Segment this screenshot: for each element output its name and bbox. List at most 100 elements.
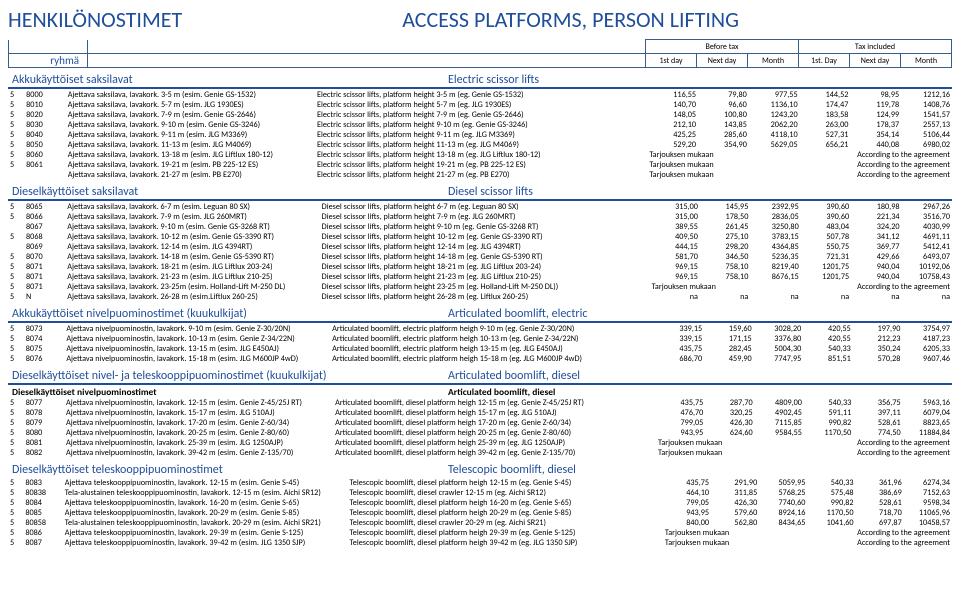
cell-desc-fi: Ajettava saksilava, lavakork. 21-23 m (e… (65, 272, 319, 282)
cell-desc-fi: Ajettava saksilava, lavakork. 11-13 m (e… (66, 140, 315, 150)
cell-code: N (24, 292, 65, 302)
cell-price: 420,55 (803, 324, 853, 334)
cell-price: 426,30 (705, 418, 754, 428)
subsection-fi: Dieselkäyttöiset nivelpuominostimet (8, 386, 448, 398)
tax-included-label: Tax included (799, 40, 952, 54)
cell-price: 124,99 (850, 110, 901, 120)
cell-code: 8087 (23, 538, 62, 548)
table-row: 58068Ajettava saksilava, lavakork. 10-12… (8, 232, 952, 242)
cell-price: 943,95 (656, 428, 705, 438)
cell-desc-en: Diesel scissor lifts, platform height 7-… (320, 212, 650, 222)
table-row: 58076Ajettava nivelpuominostin, lavakork… (8, 354, 952, 364)
cell-desc-en: Articulated boomlift, electric platform … (330, 344, 654, 354)
cell-price: 969,15 (650, 262, 700, 272)
cell-desc-en: Electric scissor lifts, platform height … (315, 120, 647, 130)
cell-price: 79,80 (698, 90, 749, 100)
cell-price: 1541,57 (901, 110, 952, 120)
cell-price: 8924,16 (759, 508, 807, 518)
cell-price: 758,10 (700, 272, 750, 282)
cell-group: 5 (8, 334, 24, 344)
cell-group: 5 (8, 202, 24, 212)
cell-price: 1201,75 (801, 262, 851, 272)
cell-price: 2062,20 (749, 120, 800, 130)
cell-price: 339,15 (655, 334, 705, 344)
cell-price: 1170,50 (807, 508, 855, 518)
table-row: 58066Ajettava saksilava, lavakork. 7-9 m… (8, 212, 952, 222)
cell-price: 350,24 (853, 344, 903, 354)
cell-desc-en: Electric scissor lifts, platform height … (315, 150, 647, 160)
cell-price: 5412,41 (902, 242, 952, 252)
cell-group: 5 (8, 498, 23, 508)
cell-desc-fi: Ajettava nivelpuominostin, lavakork. 9-1… (64, 324, 330, 334)
cell-price: 6274,34 (904, 478, 952, 488)
cell-group: 5 (8, 518, 23, 528)
cell-price: 2967,26 (902, 202, 952, 212)
data-table: 58000Ajettava saksilava, lavakork. 3-5 m… (8, 90, 952, 180)
cell-code: 8069 (24, 242, 65, 252)
cell-desc-fi: Ajettava teleskooppipuominostin, lavakor… (63, 478, 348, 488)
cell-price: 8434,65 (759, 518, 807, 528)
cell-price: 261,45 (700, 222, 750, 232)
table-row: 8069Ajettava saksilava, lavakork. 12-14 … (8, 242, 952, 252)
cell-price: 6205,33 (902, 344, 952, 354)
cell-price: 579,60 (711, 508, 759, 518)
cell-desc-en: Electric scissor lifts, platform height … (315, 100, 647, 110)
cell-desc-fi: Ajettava saksilava, lavakork. 7-9 m (esi… (65, 212, 319, 222)
cell-group: 5 (8, 282, 24, 292)
table-row: 58030Ajettava saksilava, lavakork. 9-10 … (8, 120, 952, 130)
title-fi: HENKILÖNOSTIMET (8, 6, 182, 33)
cell-price: na (801, 292, 851, 302)
cell-desc-fi: Ajettava nivelpuominostin, lavakork. 15-… (64, 354, 330, 364)
cell-price: 409,50 (650, 232, 700, 242)
cell-code: 8000 (24, 90, 66, 100)
cell-price: 361,96 (856, 478, 904, 488)
cell-code: 8060 (24, 150, 66, 160)
cell-group: 5 (8, 344, 24, 354)
cell-desc-en: Telescopic boomlift, diesel platform hei… (348, 508, 663, 518)
cell-group: 5 (8, 272, 24, 282)
cell-price: 8823,65 (903, 418, 952, 428)
cell-price: 528,61 (856, 498, 904, 508)
cell-group: 5 (8, 140, 24, 150)
table-row: 8067Ajettava saksilava, lavakork. 9-10 m… (8, 222, 952, 232)
cell-price: 145,95 (700, 202, 750, 212)
cell-price: 3783,15 (750, 232, 800, 242)
table-row: 58000Ajettava saksilava, lavakork. 3-5 m… (8, 90, 952, 100)
section-title-en: Articulated boomlift, diesel (448, 368, 580, 383)
cell-desc-fi: Ajettava saksilava, lavakork. 10-12 m (e… (65, 232, 319, 242)
cell-code: 80858 (23, 518, 62, 528)
cell-price: 799,05 (663, 498, 711, 508)
cell-price: 346,50 (700, 252, 750, 262)
cell-code: 8030 (24, 120, 66, 130)
cell-price: na (851, 292, 901, 302)
cell-price: 459,90 (704, 354, 754, 364)
cell-code: 8082 (24, 448, 64, 458)
cell-price: 311,85 (711, 488, 759, 498)
cell-price: 4364,85 (750, 242, 800, 252)
cell-price: 977,55 (749, 90, 800, 100)
cell-price: 3376,80 (754, 334, 804, 344)
cell-price: 721,31 (801, 252, 851, 262)
cell-price: 8676,15 (750, 272, 800, 282)
cell-price: 275,10 (700, 232, 750, 242)
page-title-row: HENKILÖNOSTIMET ACCESS PLATFORMS, PERSON… (8, 6, 952, 33)
cell-desc-fi: Ajettava saksilava, lavakork. 5-7 m (esi… (66, 100, 315, 110)
cell-desc-fi: Ajettava saksilava, lavakork. 6-7 m (esi… (65, 202, 319, 212)
cell-agreement-fi: Tarjouksen mukaan (650, 282, 801, 292)
cell-price: 575,48 (807, 488, 855, 498)
cell-price: 183,58 (800, 110, 851, 120)
cell-price: 774,50 (853, 428, 902, 438)
cell-code: 8061 (24, 160, 66, 170)
cell-code: 8077 (24, 398, 64, 408)
cell-price: 315,00 (650, 212, 700, 222)
cell-code: 8068 (24, 232, 65, 242)
cell-desc-en: Telescopic boomlift, diesel platform hei… (348, 498, 663, 508)
cell-price: 397,11 (853, 408, 902, 418)
cell-price: 940,04 (851, 272, 901, 282)
cell-desc-fi: Ajettava nivelpuominostin, lavakork. 17-… (64, 418, 333, 428)
cell-desc-en: Diesel scissor lifts, platform height 12… (320, 242, 650, 252)
cell-desc-fi: Ajettava saksilava, lavakork. 14-18 m (e… (65, 252, 319, 262)
cell-price: 119,78 (850, 100, 901, 110)
cell-price: 178,50 (700, 212, 750, 222)
cell-group: 5 (8, 232, 24, 242)
